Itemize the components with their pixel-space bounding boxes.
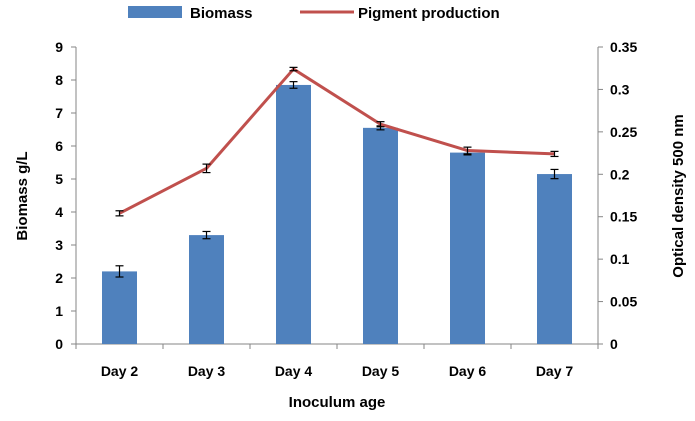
x-tick-label: Day 5 [362, 363, 400, 379]
y-tick-label: 1 [55, 303, 63, 319]
x-tick-label: Day 4 [275, 363, 313, 379]
x-axis-label: Inoculum age [289, 394, 386, 411]
bar-biomass [450, 153, 485, 344]
y-tick-label: 9 [55, 39, 63, 55]
y-tick-label: 6 [55, 138, 63, 154]
y-tick-label: 7 [55, 105, 63, 121]
y2-tick-label: 0.15 [610, 209, 637, 225]
y2-tick-label: 0.05 [610, 294, 637, 310]
y-tick-label: 3 [55, 237, 63, 253]
bar-biomass [189, 235, 224, 344]
y-tick-label: 8 [55, 72, 63, 88]
y2-tick-label: 0.2 [610, 166, 630, 182]
y2-tick-label: 0.1 [610, 251, 630, 267]
bar-biomass [537, 174, 572, 344]
y2-tick-label: 0.3 [610, 81, 630, 97]
legend-label-biomass: Biomass [190, 5, 253, 22]
x-tick-label: Day 3 [188, 363, 226, 379]
legend-swatch-biomass [128, 6, 182, 18]
line-pigment-production [120, 69, 555, 213]
y-tick-label: 2 [55, 270, 63, 286]
legend-label-pigment: Pigment production [358, 5, 500, 22]
y2-axis-label: Optical density 500 nm [670, 114, 687, 277]
bar-biomass [363, 128, 398, 344]
y-tick-label: 0 [55, 336, 63, 352]
bar-biomass [276, 85, 311, 344]
y-tick-label: 4 [55, 204, 63, 220]
x-tick-label: Day 6 [449, 363, 487, 379]
y-tick-label: 5 [55, 171, 63, 187]
y2-tick-label: 0.25 [610, 124, 637, 140]
legend: Biomass Pigment production [128, 5, 500, 22]
y-axis-label: Biomass g/L [14, 151, 31, 240]
y2-tick-label: 0.35 [610, 39, 637, 55]
bar-biomass [102, 271, 137, 344]
x-tick-label: Day 7 [536, 363, 574, 379]
x-tick-label: Day 2 [101, 363, 139, 379]
y2-tick-label: 0 [610, 336, 618, 352]
